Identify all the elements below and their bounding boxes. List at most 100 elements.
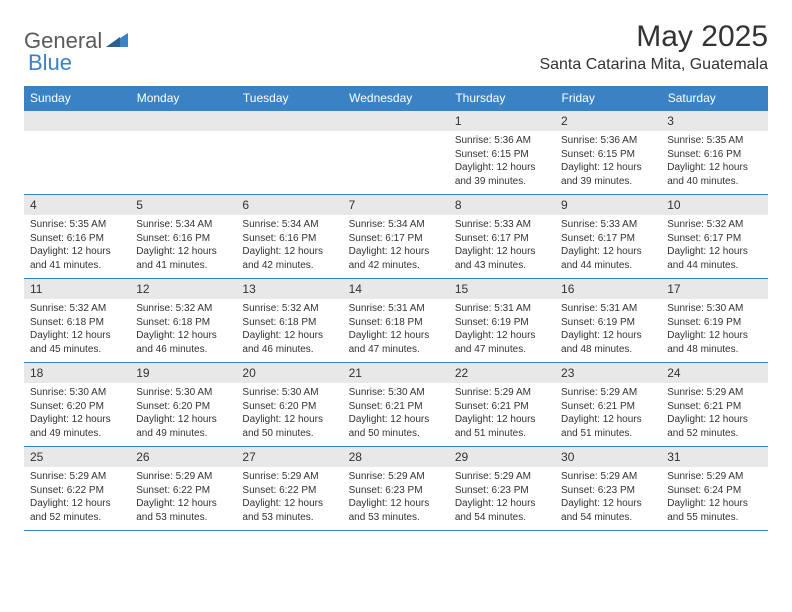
day-cell: 15Sunrise: 5:31 AMSunset: 6:19 PMDayligh…	[449, 279, 555, 363]
day-content: Sunrise: 5:32 AMSunset: 6:17 PMDaylight:…	[661, 215, 767, 278]
day-number	[343, 111, 449, 131]
day-number: 23	[555, 363, 661, 383]
day-number: 1	[449, 111, 555, 131]
dayname-sun: Sunday	[24, 86, 130, 111]
day-content: Sunrise: 5:34 AMSunset: 6:16 PMDaylight:…	[130, 215, 236, 278]
day-cell: 20Sunrise: 5:30 AMSunset: 6:20 PMDayligh…	[236, 363, 342, 447]
day-number: 22	[449, 363, 555, 383]
day-cell: 12Sunrise: 5:32 AMSunset: 6:18 PMDayligh…	[130, 279, 236, 363]
day-cell: 11Sunrise: 5:32 AMSunset: 6:18 PMDayligh…	[24, 279, 130, 363]
month-title: May 2025	[539, 20, 768, 54]
day-content	[24, 131, 130, 187]
day-content: Sunrise: 5:30 AMSunset: 6:20 PMDaylight:…	[236, 383, 342, 446]
day-number: 6	[236, 195, 342, 215]
day-content: Sunrise: 5:29 AMSunset: 6:21 PMDaylight:…	[661, 383, 767, 446]
day-cell: 14Sunrise: 5:31 AMSunset: 6:18 PMDayligh…	[343, 279, 449, 363]
day-cell: 26Sunrise: 5:29 AMSunset: 6:22 PMDayligh…	[130, 447, 236, 531]
day-number: 21	[343, 363, 449, 383]
calendar-header-row: Sunday Monday Tuesday Wednesday Thursday…	[24, 86, 768, 111]
day-content: Sunrise: 5:29 AMSunset: 6:21 PMDaylight:…	[449, 383, 555, 446]
day-number: 30	[555, 447, 661, 467]
day-content: Sunrise: 5:32 AMSunset: 6:18 PMDaylight:…	[130, 299, 236, 362]
day-content: Sunrise: 5:33 AMSunset: 6:17 PMDaylight:…	[555, 215, 661, 278]
dayname-tue: Tuesday	[236, 86, 342, 111]
day-content: Sunrise: 5:31 AMSunset: 6:19 PMDaylight:…	[555, 299, 661, 362]
day-content: Sunrise: 5:34 AMSunset: 6:16 PMDaylight:…	[236, 215, 342, 278]
day-cell	[343, 111, 449, 195]
day-number: 17	[661, 279, 767, 299]
day-number: 5	[130, 195, 236, 215]
day-cell: 21Sunrise: 5:30 AMSunset: 6:21 PMDayligh…	[343, 363, 449, 447]
day-cell	[130, 111, 236, 195]
day-cell: 4Sunrise: 5:35 AMSunset: 6:16 PMDaylight…	[24, 195, 130, 279]
brand-blue: Blue	[28, 50, 72, 75]
day-number	[236, 111, 342, 131]
brand-blue-wrap: Blue	[28, 50, 72, 76]
day-number: 28	[343, 447, 449, 467]
day-cell: 8Sunrise: 5:33 AMSunset: 6:17 PMDaylight…	[449, 195, 555, 279]
day-number: 13	[236, 279, 342, 299]
day-cell: 2Sunrise: 5:36 AMSunset: 6:15 PMDaylight…	[555, 111, 661, 195]
week-row: 11Sunrise: 5:32 AMSunset: 6:18 PMDayligh…	[24, 279, 768, 363]
day-number: 10	[661, 195, 767, 215]
day-number: 19	[130, 363, 236, 383]
day-cell: 16Sunrise: 5:31 AMSunset: 6:19 PMDayligh…	[555, 279, 661, 363]
day-cell: 31Sunrise: 5:29 AMSunset: 6:24 PMDayligh…	[661, 447, 767, 531]
day-content: Sunrise: 5:31 AMSunset: 6:19 PMDaylight:…	[449, 299, 555, 362]
day-number: 2	[555, 111, 661, 131]
calendar-page: General May 2025 Santa Catarina Mita, Gu…	[0, 0, 792, 551]
day-number: 7	[343, 195, 449, 215]
day-cell: 17Sunrise: 5:30 AMSunset: 6:19 PMDayligh…	[661, 279, 767, 363]
day-number: 16	[555, 279, 661, 299]
dayname-fri: Friday	[555, 86, 661, 111]
day-number	[24, 111, 130, 131]
day-content: Sunrise: 5:29 AMSunset: 6:22 PMDaylight:…	[24, 467, 130, 530]
day-cell: 9Sunrise: 5:33 AMSunset: 6:17 PMDaylight…	[555, 195, 661, 279]
day-content	[343, 131, 449, 187]
day-number: 9	[555, 195, 661, 215]
day-number: 26	[130, 447, 236, 467]
day-content: Sunrise: 5:36 AMSunset: 6:15 PMDaylight:…	[449, 131, 555, 194]
day-number: 29	[449, 447, 555, 467]
day-number: 15	[449, 279, 555, 299]
day-content: Sunrise: 5:29 AMSunset: 6:22 PMDaylight:…	[236, 467, 342, 530]
header: General May 2025 Santa Catarina Mita, Gu…	[24, 20, 768, 74]
day-content: Sunrise: 5:35 AMSunset: 6:16 PMDaylight:…	[24, 215, 130, 278]
title-block: May 2025 Santa Catarina Mita, Guatemala	[539, 20, 768, 74]
day-number: 8	[449, 195, 555, 215]
day-content: Sunrise: 5:32 AMSunset: 6:18 PMDaylight:…	[24, 299, 130, 362]
day-number: 27	[236, 447, 342, 467]
day-cell: 22Sunrise: 5:29 AMSunset: 6:21 PMDayligh…	[449, 363, 555, 447]
day-cell: 28Sunrise: 5:29 AMSunset: 6:23 PMDayligh…	[343, 447, 449, 531]
day-cell: 5Sunrise: 5:34 AMSunset: 6:16 PMDaylight…	[130, 195, 236, 279]
day-cell	[24, 111, 130, 195]
day-content: Sunrise: 5:32 AMSunset: 6:18 PMDaylight:…	[236, 299, 342, 362]
day-content: Sunrise: 5:30 AMSunset: 6:20 PMDaylight:…	[130, 383, 236, 446]
location: Santa Catarina Mita, Guatemala	[539, 56, 768, 74]
day-content: Sunrise: 5:33 AMSunset: 6:17 PMDaylight:…	[449, 215, 555, 278]
day-content: Sunrise: 5:29 AMSunset: 6:22 PMDaylight:…	[130, 467, 236, 530]
day-cell: 7Sunrise: 5:34 AMSunset: 6:17 PMDaylight…	[343, 195, 449, 279]
week-row: 25Sunrise: 5:29 AMSunset: 6:22 PMDayligh…	[24, 447, 768, 531]
day-content: Sunrise: 5:29 AMSunset: 6:23 PMDaylight:…	[343, 467, 449, 530]
day-content: Sunrise: 5:29 AMSunset: 6:23 PMDaylight:…	[449, 467, 555, 530]
day-cell: 27Sunrise: 5:29 AMSunset: 6:22 PMDayligh…	[236, 447, 342, 531]
day-number: 24	[661, 363, 767, 383]
day-cell: 6Sunrise: 5:34 AMSunset: 6:16 PMDaylight…	[236, 195, 342, 279]
week-row: 18Sunrise: 5:30 AMSunset: 6:20 PMDayligh…	[24, 363, 768, 447]
day-content: Sunrise: 5:29 AMSunset: 6:21 PMDaylight:…	[555, 383, 661, 446]
day-number: 25	[24, 447, 130, 467]
day-number: 14	[343, 279, 449, 299]
day-cell: 3Sunrise: 5:35 AMSunset: 6:16 PMDaylight…	[661, 111, 767, 195]
day-number: 12	[130, 279, 236, 299]
day-content: Sunrise: 5:29 AMSunset: 6:24 PMDaylight:…	[661, 467, 767, 530]
day-content: Sunrise: 5:30 AMSunset: 6:21 PMDaylight:…	[343, 383, 449, 446]
day-cell: 19Sunrise: 5:30 AMSunset: 6:20 PMDayligh…	[130, 363, 236, 447]
day-content: Sunrise: 5:30 AMSunset: 6:19 PMDaylight:…	[661, 299, 767, 362]
calendar-table: Sunday Monday Tuesday Wednesday Thursday…	[24, 86, 768, 531]
dayname-wed: Wednesday	[343, 86, 449, 111]
day-number	[130, 111, 236, 131]
day-cell: 18Sunrise: 5:30 AMSunset: 6:20 PMDayligh…	[24, 363, 130, 447]
dayname-thu: Thursday	[449, 86, 555, 111]
dayname-sat: Saturday	[661, 86, 767, 111]
